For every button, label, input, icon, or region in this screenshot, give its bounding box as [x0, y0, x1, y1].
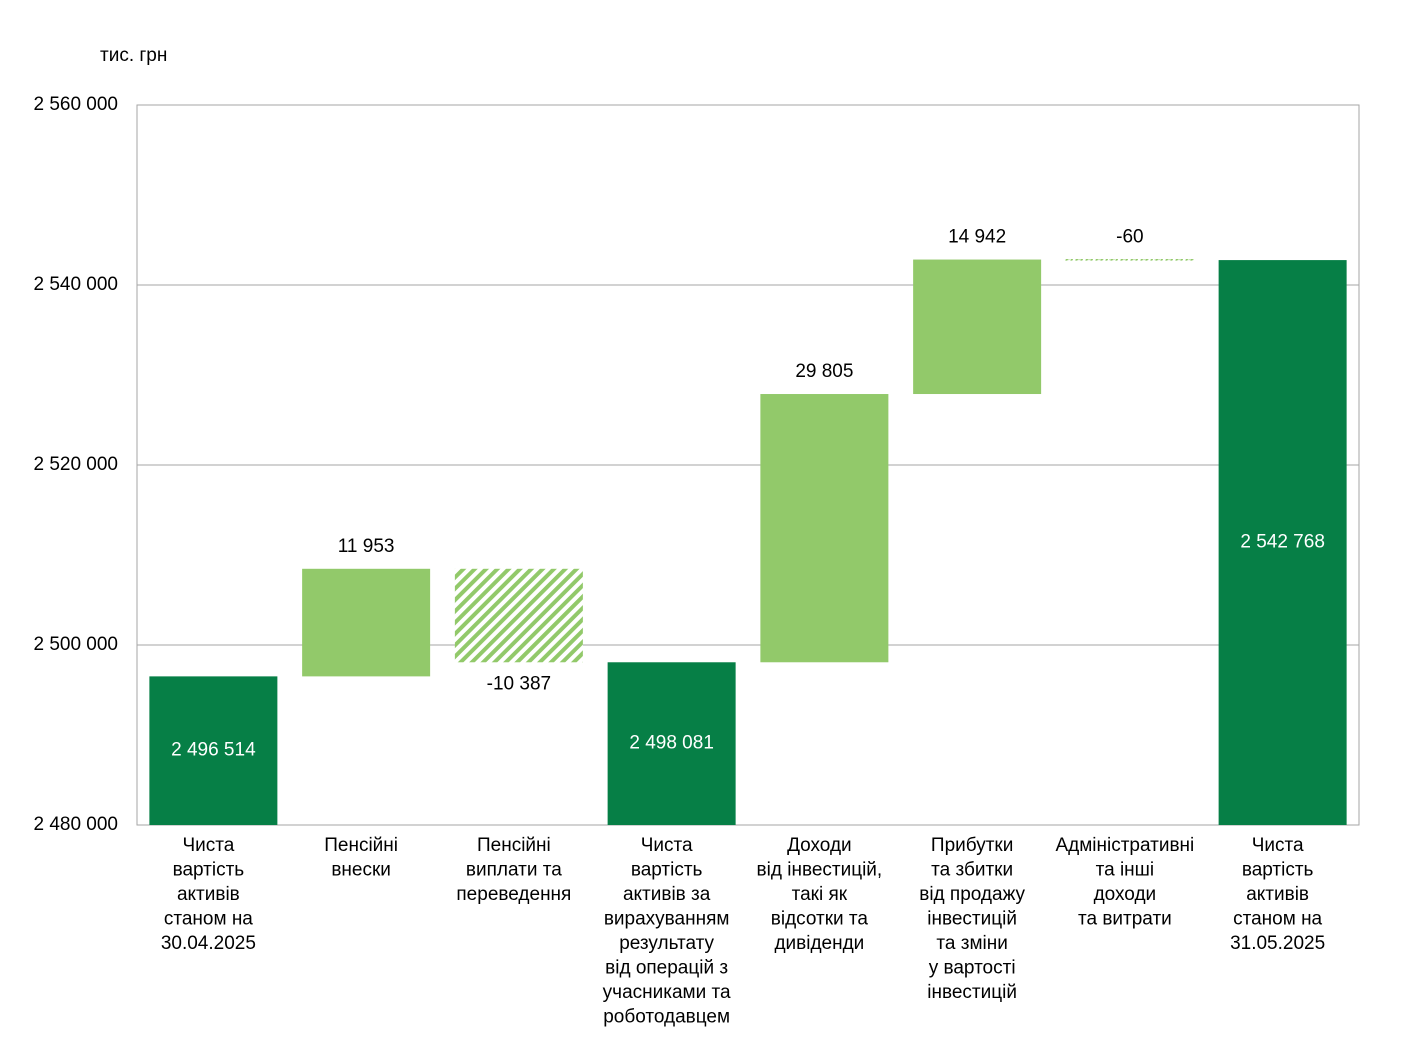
total-bar: [1218, 260, 1347, 825]
y-tick-label: 2 480 000: [33, 814, 118, 835]
total-bar: [607, 662, 736, 825]
x-tick-label: такі як: [792, 884, 848, 905]
x-tick-label: доходи: [1094, 884, 1157, 905]
increase-bar: [302, 568, 431, 677]
value-label: 11 953: [338, 536, 395, 557]
x-tick-label: Чиста: [1252, 835, 1304, 856]
x-tick-label: вартість: [1242, 860, 1314, 881]
y-tick-label: 2 560 000: [33, 94, 118, 115]
x-tick-label: учасниками та: [603, 982, 731, 1003]
x-tick-label: Чиста: [182, 835, 234, 856]
x-tick-label: відсотки та: [771, 909, 869, 930]
y-tick-label: 2 500 000: [33, 634, 118, 655]
x-tick-label: інвестицій: [927, 982, 1017, 1003]
x-tick-label: Прибутки: [931, 835, 1013, 856]
x-tick-label: інвестицій: [927, 909, 1017, 930]
y-tick-label: 2 540 000: [33, 274, 118, 295]
x-tick-label: вартість: [631, 860, 703, 881]
x-tick-label: активів за: [623, 884, 711, 905]
increase-bar: [760, 394, 889, 663]
y-axis-label: тис. грн: [100, 45, 167, 66]
value-label: -10 387: [487, 673, 551, 694]
x-tick-label: вирахуванням: [604, 909, 730, 930]
x-tick-label: роботодавцем: [603, 1007, 730, 1028]
x-tick-label: 31.05.2025: [1230, 933, 1325, 954]
x-tick-label: переведення: [456, 884, 571, 905]
x-tick-label: від операцій з: [605, 958, 728, 979]
y-tick-label: 2 520 000: [33, 454, 118, 475]
x-tick-label: виплати та: [466, 860, 562, 881]
increase-bar: [913, 259, 1042, 395]
x-tick-label: та витрати: [1078, 909, 1172, 930]
value-label: 29 805: [795, 361, 853, 382]
x-tick-label: станом на: [164, 909, 253, 930]
x-tick-label: у вартості: [929, 958, 1016, 979]
x-tick-label: Доходи: [787, 835, 852, 856]
value-label: 2 498 081: [629, 733, 714, 754]
x-tick-label: вартість: [173, 860, 245, 881]
value-label: 14 942: [948, 227, 1006, 248]
x-tick-label: та зміни: [936, 933, 1007, 954]
x-tick-label: та інші: [1096, 860, 1155, 881]
x-tick-label: 30.04.2025: [161, 933, 256, 954]
x-tick-label: активів: [1246, 884, 1309, 905]
x-tick-label: Чиста: [641, 835, 693, 856]
x-tick-label: від інвестицій,: [757, 860, 883, 881]
x-tick-label: та збитки: [931, 860, 1013, 881]
decrease-bar: [454, 568, 583, 663]
x-tick-label: Пенсійні: [477, 835, 551, 856]
decrease-bar: [1065, 259, 1195, 261]
x-tick-label: станом на: [1233, 909, 1322, 930]
value-label: 2 542 768: [1240, 532, 1325, 553]
value-label: -60: [1116, 227, 1143, 248]
value-label: 2 496 514: [171, 740, 256, 761]
x-tick-label: від продажу: [919, 884, 1025, 905]
x-tick-label: результату: [619, 933, 714, 954]
x-tick-label: Пенсійні: [324, 835, 398, 856]
total-bar: [149, 676, 278, 825]
x-tick-label: Адміністративні: [1055, 835, 1194, 856]
x-tick-label: активів: [177, 884, 240, 905]
x-tick-label: внески: [331, 860, 391, 881]
x-tick-label: дивіденди: [774, 933, 864, 954]
